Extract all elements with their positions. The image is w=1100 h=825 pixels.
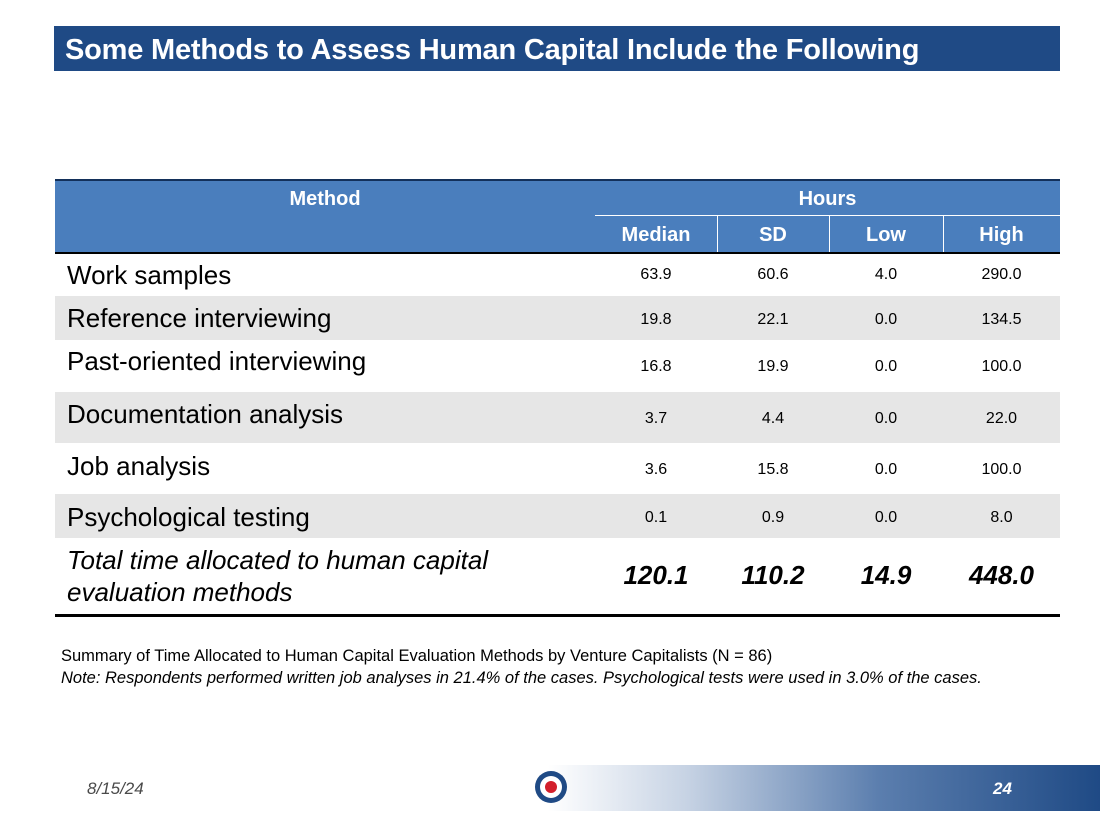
cell-high: 134.5: [981, 311, 1022, 328]
hours-underline: [595, 215, 1060, 216]
column-header-sd: SD: [759, 224, 787, 246]
methods-table: Method Hours Median SD Low High Work sam…: [55, 179, 1060, 614]
cell-median: 3.7: [644, 410, 668, 427]
header-top-rule: [55, 179, 1060, 181]
column-separator: [829, 216, 830, 252]
column-header-median: Median: [621, 224, 691, 246]
column-header-high: High: [979, 224, 1024, 246]
total-label-line2: evaluation methods: [67, 577, 293, 607]
cell-low: 4.0: [874, 266, 898, 283]
header-bottom-rule: [55, 252, 1060, 254]
total-label: Total time allocated to human capital ev…: [67, 544, 488, 608]
cell-low: 0.0: [874, 311, 898, 328]
cell-high: 22.0: [985, 410, 1018, 427]
total-sd: 110.2: [741, 560, 805, 590]
cell-median: 3.6: [644, 461, 668, 478]
cell-sd: 15.8: [757, 461, 789, 478]
cell-high: 8.0: [990, 509, 1013, 526]
table-bottom-rule: [55, 614, 1060, 617]
cell-sd: 19.9: [757, 358, 789, 375]
table-row: Documentation analysis 3.7 4.4 0.0 22.0: [55, 392, 1060, 443]
cell-median: 0.1: [644, 509, 668, 526]
table-row: Job analysis 3.6 15.8 0.0 100.0: [55, 443, 1060, 494]
cell-high: 100.0: [981, 358, 1022, 375]
row-method-label: Reference interviewing: [67, 303, 332, 333]
total-row: Total time allocated to human capital ev…: [55, 538, 1060, 614]
roundel-icon: [535, 771, 567, 803]
cell-median: 63.9: [640, 266, 672, 283]
row-method-label: Past-oriented interviewing: [67, 346, 367, 376]
table-row: Reference interviewing 19.8 22.1 0.0 134…: [55, 296, 1060, 340]
total-high: 448.0: [968, 560, 1035, 590]
cell-high: 100.0: [981, 461, 1022, 478]
row-method-label: Psychological testing: [67, 502, 310, 532]
row-method-label: Work samples: [67, 260, 232, 290]
cell-high: 290.0: [981, 266, 1022, 283]
table-row: Past-oriented interviewing 16.8 19.9 0.0…: [55, 340, 1060, 392]
page-number: 24: [993, 779, 1012, 798]
cell-median: 19.8: [640, 311, 672, 328]
cell-low: 0.0: [874, 509, 898, 526]
cell-low: 0.0: [874, 358, 898, 375]
total-label-line1: Total time allocated to human capital: [67, 545, 489, 575]
table-header: Method Hours Median SD Low High: [55, 179, 1060, 254]
title-bar: Some Methods to Assess Human Capital Inc…: [54, 26, 1060, 71]
footer-date: 8/15/24: [87, 779, 144, 798]
page-title: Some Methods to Assess Human Capital Inc…: [65, 34, 920, 66]
cell-median: 16.8: [640, 358, 672, 375]
cell-low: 0.0: [874, 461, 898, 478]
footer-gradient-bar: [548, 765, 1100, 811]
column-header-method: Method: [289, 188, 361, 210]
total-low: 14.9: [860, 560, 912, 590]
row-method-label: Documentation analysis: [67, 399, 344, 429]
total-median: 120.1: [623, 560, 689, 590]
caption-summary: Summary of Time Allocated to Human Capit…: [61, 647, 773, 665]
table-row: Psychological testing 0.1 0.9 0.0 8.0: [55, 494, 1060, 538]
cell-sd: 4.4: [761, 410, 785, 427]
column-separator: [717, 216, 718, 252]
caption-note: Note: Respondents performed written job …: [61, 669, 982, 687]
cell-low: 0.0: [874, 410, 898, 427]
column-separator: [943, 216, 944, 252]
cell-sd: 60.6: [757, 266, 789, 283]
table-row: Work samples 63.9 60.6 4.0 290.0: [55, 253, 1060, 296]
column-group-hours: Hours: [798, 188, 857, 210]
column-header-low: Low: [866, 224, 906, 246]
cell-sd: 0.9: [761, 509, 785, 526]
table-caption: Summary of Time Allocated to Human Capit…: [61, 645, 1051, 689]
row-method-label: Job analysis: [67, 451, 211, 481]
cell-sd: 22.1: [757, 311, 789, 328]
